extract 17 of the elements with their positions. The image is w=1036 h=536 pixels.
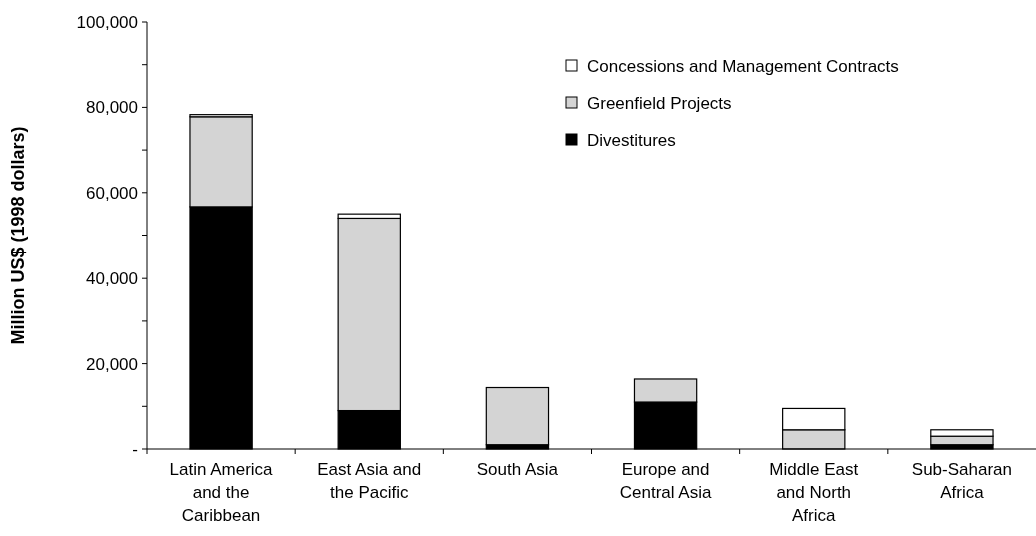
y-tick-label: 80,000 (86, 98, 138, 118)
x-tick-label: Sub-Saharan Africa (911, 460, 1013, 502)
x-tick-label: Latin America and the Caribbean (169, 460, 274, 525)
x-tick-label: Europe and Central Asia (619, 460, 712, 502)
bar (485, 386, 550, 446)
legend-label: Greenfield Projects (587, 93, 732, 113)
y-tick-label: - (132, 439, 138, 459)
y-tick-label: 20,000 (86, 354, 138, 374)
y-tick-label: 60,000 (86, 183, 138, 203)
x-tick-label: South Asia (476, 460, 559, 479)
y-axis-title: Million US$ (1998 dollars) (8, 126, 28, 345)
x-tick-label: Middle East and North Africa (769, 460, 859, 525)
legend-label: Concessions and Management Contracts (587, 56, 899, 76)
x-tick-label: East Asia and the Pacific (317, 460, 422, 502)
y-tick-label: 40,000 (86, 269, 138, 289)
legend-label: Divestitures (587, 130, 676, 150)
y-tick-label: 100,000 (76, 12, 138, 32)
